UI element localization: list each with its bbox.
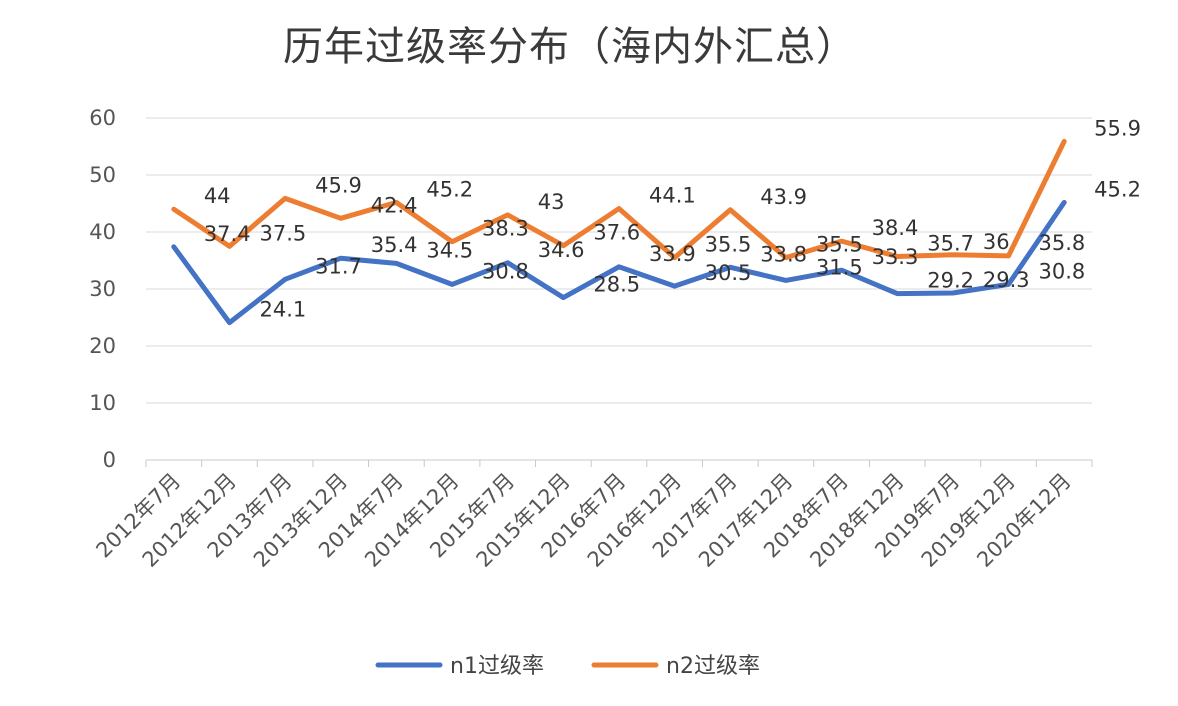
data-label: 43.9	[760, 185, 807, 209]
data-label: 37.6	[593, 221, 640, 245]
data-label: 44	[204, 184, 231, 208]
data-label: 33.8	[760, 242, 807, 266]
data-label: 33.3	[872, 245, 919, 269]
x-axis: 2012年7月2012年12月2013年7月2013年12月2014年7月201…	[91, 460, 1093, 572]
legend-label: n2过级率	[666, 654, 760, 679]
data-label: 33.9	[649, 242, 696, 266]
data-label: 31.5	[816, 255, 863, 279]
data-labels: 37.4 24.1 31.7 35.4 34.5 30.8 34.6 28.5 33.9 30.5…	[204, 116, 1141, 321]
data-label: 42.4	[371, 193, 418, 217]
data-label: 35.4	[371, 233, 418, 257]
data-label: 45.2	[426, 177, 473, 201]
data-label: 44.1	[649, 184, 696, 208]
data-label: 29.2	[927, 269, 974, 293]
data-label: 29.3	[983, 268, 1030, 292]
data-label: 38.4	[872, 216, 919, 240]
chart-title: 历年过级率分布（海内外汇总）	[283, 24, 857, 70]
data-label: 34.5	[426, 238, 473, 262]
y-tick-label: 60	[89, 106, 116, 130]
data-label: 30.8	[1039, 259, 1086, 283]
y-axis: 0 10 20 30 40 50 60	[89, 106, 116, 472]
y-tick-label: 50	[89, 163, 116, 187]
data-label: 34.6	[538, 238, 585, 262]
data-label: 35.8	[1039, 231, 1086, 255]
data-label: 24.1	[259, 298, 306, 322]
series-line-1	[171, 199, 1067, 326]
y-tick-label: 10	[89, 391, 116, 415]
series-lines	[171, 138, 1067, 326]
legend: n1过级率 n2过级率	[375, 654, 760, 679]
data-label: 35.5	[816, 233, 863, 257]
data-label: 28.5	[593, 273, 640, 297]
series-line-2	[171, 138, 1067, 261]
data-label: 43	[538, 190, 565, 214]
data-label: 31.7	[315, 254, 362, 278]
data-label: 36	[983, 230, 1010, 254]
data-label: 35.7	[927, 232, 974, 256]
data-label: 55.9	[1094, 116, 1141, 140]
y-tick-label: 20	[89, 334, 116, 358]
legend-label: n1过级率	[450, 654, 544, 679]
data-label: 45.9	[315, 173, 362, 197]
y-tick-label: 40	[89, 220, 116, 244]
data-label: 38.3	[482, 217, 529, 241]
y-tick-label: 30	[89, 277, 116, 301]
data-label: 37.4	[204, 222, 251, 246]
data-label: 45.2	[1094, 177, 1141, 201]
data-label: 30.8	[482, 259, 529, 283]
y-tick-label: 0	[103, 448, 116, 472]
data-label: 35.5	[705, 233, 752, 257]
data-label: 37.5	[259, 221, 306, 245]
data-label: 30.5	[705, 261, 752, 285]
gridlines	[146, 117, 1092, 461]
